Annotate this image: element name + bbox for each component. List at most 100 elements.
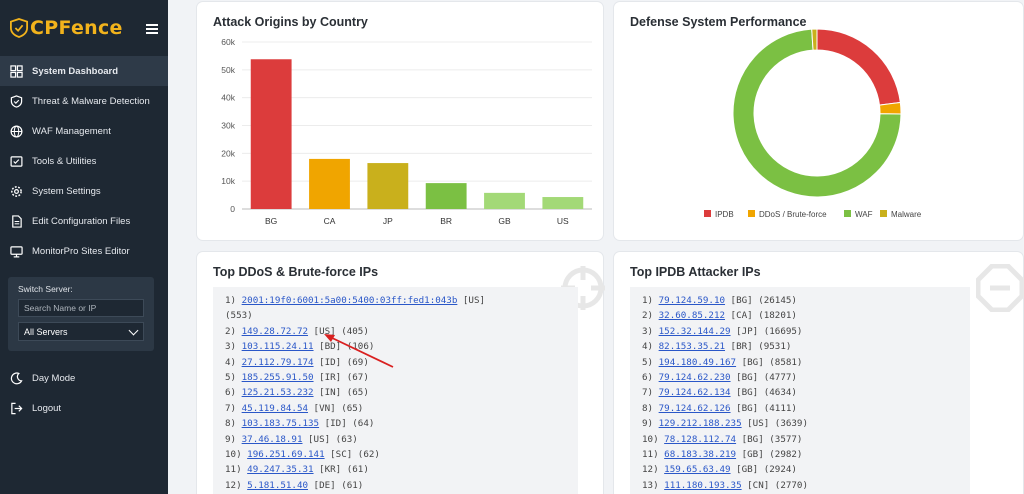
ip-link[interactable]: 79.124.59.10 xyxy=(658,295,726,306)
list-item: 7) 45.119.84.54 [VN] (65) xyxy=(225,401,566,416)
logout-label: Logout xyxy=(32,402,62,414)
legend-label[interactable]: IPDB xyxy=(715,210,734,219)
day-mode-label: Day Mode xyxy=(32,372,76,384)
list-item-details: [BG] (26145) xyxy=(725,295,797,306)
ip-link[interactable]: 159.65.63.49 xyxy=(664,464,731,476)
ip-link[interactable]: 125.21.53.232 xyxy=(241,387,314,399)
ddos-bruteforce-title: Top DDoS & Brute-force IPs xyxy=(213,265,379,279)
ip-link[interactable]: 149.28.72.72 xyxy=(241,325,309,337)
ip-link[interactable]: 79.124.62.134 xyxy=(658,387,731,399)
list-item-rank: 4) xyxy=(642,341,654,353)
ip-link[interactable]: 37.46.18.91 xyxy=(241,433,303,445)
ip-link[interactable]: 78.128.112.74 xyxy=(664,433,737,445)
list-item: 4) 27.112.79.174 [ID] (69) xyxy=(225,355,566,370)
list-item-details: [GB] (2924) xyxy=(730,464,797,476)
list-item-rank: 1) xyxy=(642,295,654,306)
list-item-details: [BG] (4777) xyxy=(730,371,797,383)
donut-slice-malware[interactable] xyxy=(811,28,818,51)
list-item: 12) 159.65.63.49 [GB] (2924) xyxy=(642,462,958,477)
day-mode-toggle[interactable]: Day Mode xyxy=(0,363,168,393)
block-icon xyxy=(976,264,1024,312)
legend-label[interactable]: DDoS / Brute-force xyxy=(759,210,827,219)
list-item-details: [BD] (106) xyxy=(313,341,375,353)
ip-link[interactable]: 79.124.62.126 xyxy=(658,402,731,414)
server-search-input[interactable]: Search Name or IP xyxy=(18,299,144,317)
bar-ca[interactable] xyxy=(309,158,350,209)
ip-link[interactable]: 103.115.24.11 xyxy=(241,341,314,353)
server-select-value: All Servers xyxy=(24,326,68,337)
list-item-rank: 5) xyxy=(225,371,237,383)
list-item: 2) 32.60.85.212 [CA] (18201) xyxy=(642,308,958,323)
list-item: 5) 185.255.91.50 [IR] (67) xyxy=(225,370,566,385)
list-item: 11) 68.183.38.219 [GB] (2982) xyxy=(642,447,958,462)
ip-link[interactable]: 103.183.75.135 xyxy=(241,418,320,430)
list-item-rank: 11) xyxy=(225,464,242,476)
donut-slice-ddos-brute-force[interactable] xyxy=(878,101,902,115)
sidebar-item-label: Edit Configuration Files xyxy=(32,215,131,227)
sidebar-item-monitorpro[interactable]: MonitorPro Sites Editor xyxy=(0,236,168,266)
list-item: 13) 111.180.193.35 [CN] (2770) xyxy=(642,478,958,493)
legend-label[interactable]: Malware xyxy=(891,210,922,219)
sidebar-nav: System Dashboard Threat & Malware Detect… xyxy=(0,56,168,266)
ip-link[interactable]: 68.183.38.219 xyxy=(664,448,737,460)
sidebar-item-label: System Dashboard xyxy=(32,65,119,77)
list-item-rank: 11) xyxy=(642,448,659,460)
logout-link[interactable]: Logout xyxy=(0,393,168,423)
list-item-details: [ID] (69) xyxy=(313,356,369,368)
ip-link[interactable]: 194.180.49.167 xyxy=(658,356,737,368)
donut-slice-ipdb[interactable] xyxy=(816,28,901,106)
list-item-details: [GB] (2982) xyxy=(736,448,803,460)
list-item-details: [JP] (16695) xyxy=(730,325,803,337)
list-item: 9) 37.46.18.91 [US] (63) xyxy=(225,432,566,447)
donut-slice-waf[interactable] xyxy=(732,28,902,198)
ip-link[interactable]: 196.251.69.141 xyxy=(247,448,325,460)
server-select[interactable]: All Servers xyxy=(18,322,144,341)
ip-link[interactable]: 45.119.84.54 xyxy=(241,402,309,414)
ip-link[interactable]: 32.60.85.212 xyxy=(658,310,726,322)
ip-link[interactable]: 5.181.51.40 xyxy=(247,479,309,491)
ip-link[interactable]: 185.255.91.50 xyxy=(241,371,314,383)
sidebar-item-threat-malware[interactable]: Threat & Malware Detection xyxy=(0,86,168,116)
legend-label[interactable]: WAF xyxy=(855,210,873,219)
ip-link[interactable]: 49.247.35.31 xyxy=(247,464,314,476)
ddos-ip-list: 1) 2001:19f0:6001:5a00:5400:03ff:fed1:04… xyxy=(213,287,578,494)
sidebar-item-edit-config[interactable]: Edit Configuration Files xyxy=(0,206,168,236)
sidebar-item-label: System Settings xyxy=(32,185,101,197)
sidebar-item-waf-management[interactable]: WAF Management xyxy=(0,116,168,146)
list-item: 1) 2001:19f0:6001:5a00:5400:03ff:fed1:04… xyxy=(225,293,566,308)
ip-link[interactable]: 82.153.35.21 xyxy=(658,341,726,353)
list-item: 6) 79.124.62.230 [BG] (4777) xyxy=(642,370,958,385)
bar-br[interactable] xyxy=(425,183,467,209)
list-item-rank: 9) xyxy=(642,418,654,430)
sidebar-item-label: MonitorPro Sites Editor xyxy=(32,245,130,257)
list-item: 10) 78.128.112.74 [BG] (3577) xyxy=(642,432,958,447)
sidebar-item-system-dashboard[interactable]: System Dashboard xyxy=(0,56,168,86)
bar-us[interactable] xyxy=(542,197,584,209)
legend-swatch xyxy=(880,210,887,217)
sidebar-item-tools-utilities[interactable]: Tools & Utilities xyxy=(0,146,168,176)
ip-link[interactable]: 27.112.79.174 xyxy=(241,356,314,368)
list-item: 11) 49.247.35.31 [KR] (61) xyxy=(225,462,566,477)
list-item: 3) 152.32.144.29 [JP] (16695) xyxy=(642,324,958,339)
ip-link[interactable]: 79.124.62.230 xyxy=(658,371,731,383)
ip-link[interactable]: 129.212.188.235 xyxy=(658,418,742,430)
sidebar-item-label: Tools & Utilities xyxy=(32,155,97,167)
bar-bg[interactable] xyxy=(250,59,292,209)
bar-gb[interactable] xyxy=(484,192,525,209)
defense-performance-title: Defense System Performance xyxy=(630,15,807,29)
x-tick-label: GB xyxy=(498,216,511,226)
shield-icon xyxy=(10,94,23,108)
list-item: 5) 194.180.49.167 [BG] (8581) xyxy=(642,355,958,370)
y-tick-label: 50k xyxy=(221,65,235,75)
ip-link[interactable]: 111.180.193.35 xyxy=(664,479,742,491)
list-item: 3) 103.115.24.11 [BD] (106) xyxy=(225,339,566,354)
ip-link[interactable]: 2001:19f0:6001:5a00:5400:03ff:fed1:043b xyxy=(241,295,458,306)
list-item-rank: 1) xyxy=(225,295,237,306)
list-item: 4) 82.153.35.21 [BR] (9531) xyxy=(642,339,958,354)
ip-link[interactable]: 152.32.144.29 xyxy=(658,325,731,337)
list-item-rank: 8) xyxy=(642,402,654,414)
sidebar-item-system-settings[interactable]: System Settings xyxy=(0,176,168,206)
hamburger-menu-icon[interactable] xyxy=(146,24,158,34)
bar-jp[interactable] xyxy=(367,163,409,209)
list-item-details: [BR] (9531) xyxy=(725,341,792,353)
